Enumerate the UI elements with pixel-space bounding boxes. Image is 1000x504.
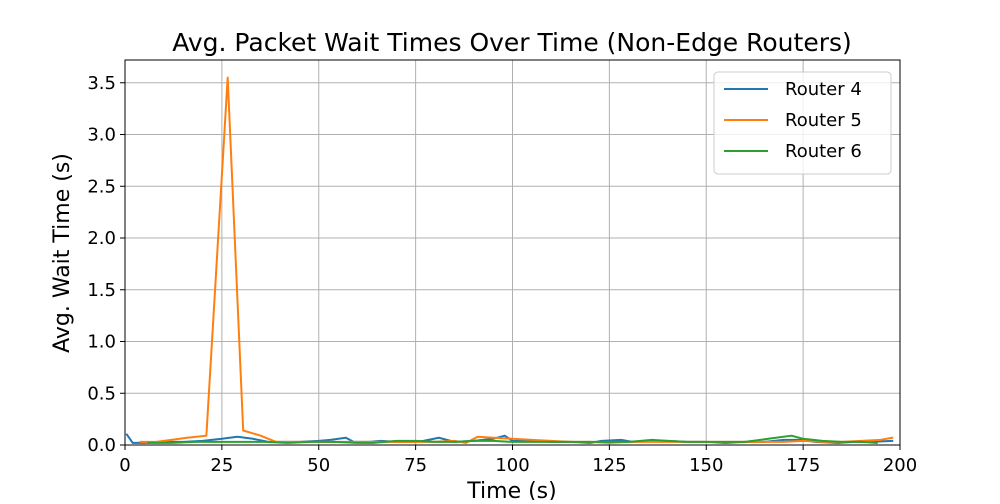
- series-line-3: [147, 434, 878, 444]
- y-tick-label: 1.0: [87, 332, 116, 353]
- y-tick-label: 0.0: [87, 435, 116, 456]
- y-axis-label: Avg. Wait Time (s): [50, 153, 75, 353]
- x-axis-label: Time (s): [466, 479, 556, 500]
- x-tick-label: 50: [307, 455, 330, 476]
- x-tick-label: 150: [689, 455, 723, 476]
- y-tick-label: 2.0: [87, 228, 116, 249]
- x-tick-label: 75: [404, 455, 427, 476]
- chart-title: Avg. Packet Wait Times Over Time (Non-Ed…: [172, 28, 852, 57]
- y-tick-label: 1.5: [87, 280, 116, 301]
- x-tick-label: 25: [210, 455, 233, 476]
- y-tick-label: 3.0: [87, 125, 116, 146]
- y-tick-label: 0.5: [87, 383, 116, 404]
- x-tick-label: 200: [883, 455, 917, 476]
- y-tick-label: 3.5: [87, 73, 116, 94]
- x-tick-label: 175: [786, 455, 820, 476]
- y-tick-label: 2.5: [87, 176, 116, 197]
- x-tick-label: 100: [495, 455, 529, 476]
- series-line-2: [139, 76, 894, 444]
- x-tick-label: 0: [119, 455, 130, 476]
- legend-label-3: Router 6: [785, 141, 862, 162]
- x-tick-label: 125: [592, 455, 626, 476]
- legend-label-2: Router 5: [785, 110, 862, 131]
- legend-box: [713, 71, 892, 175]
- legend-label-1: Router 4: [785, 79, 862, 100]
